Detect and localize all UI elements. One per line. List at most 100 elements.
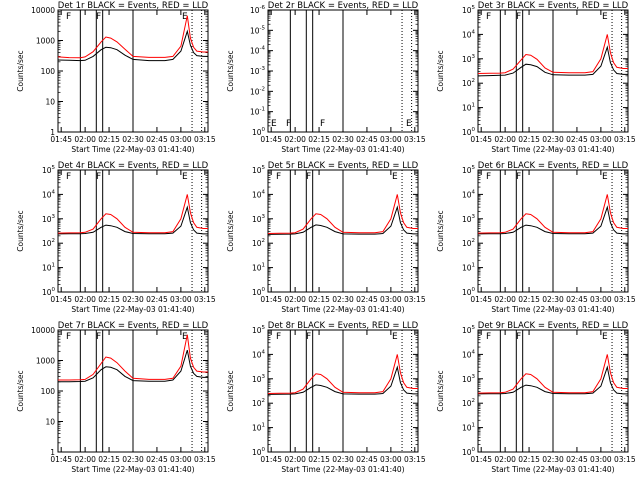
y-tick-label: 10-3 xyxy=(250,66,266,76)
x-tick-label: 02:45 xyxy=(146,455,168,464)
y-tick-label: 100 xyxy=(462,447,476,457)
series-lld-line xyxy=(267,354,418,394)
y-tick-label: 101 xyxy=(462,103,475,113)
series-lld-line xyxy=(477,194,628,234)
x-tick-label: 03:15 xyxy=(614,295,636,304)
panel-title: Det 2r BLACK = Events, RED = LLD xyxy=(268,1,419,11)
y-tick-label: 103 xyxy=(252,374,266,384)
y-tick-label: 101 xyxy=(42,263,55,273)
series-events-line xyxy=(57,29,208,62)
y-tick-label: 100 xyxy=(462,287,476,297)
y-tick-label: 100 xyxy=(41,387,56,396)
interval-marker: E xyxy=(392,172,398,182)
x-tick-label: 03:15 xyxy=(404,295,426,304)
interval-marker: F xyxy=(96,172,101,182)
x-tick-label: 03:15 xyxy=(194,455,216,464)
y-tick-label: 10000 xyxy=(31,6,55,15)
series-events-line xyxy=(477,205,628,235)
y-tick-label: 100 xyxy=(462,127,476,137)
y-tick-label: 10 xyxy=(45,418,55,427)
series-lld-line xyxy=(57,194,208,234)
x-tick-label: 03:00 xyxy=(380,455,402,464)
y-tick-label: 10000 xyxy=(31,326,55,335)
x-tick-label: 01:45 xyxy=(470,455,492,464)
interval-marker: E xyxy=(602,12,608,22)
interval-marker: E xyxy=(182,332,188,342)
x-tick-label: 02:30 xyxy=(122,455,144,464)
x-tick-label: 02:30 xyxy=(122,135,144,144)
interval-marker: F xyxy=(96,12,101,22)
detector-panel: Det 9r BLACK = Events, RED = LLD 100 101 10… xyxy=(436,321,636,474)
y-tick-label: 10-1 xyxy=(250,107,265,117)
x-tick-label: 03:15 xyxy=(194,135,216,144)
y-tick-label: 102 xyxy=(462,78,475,88)
y-tick-label: 101 xyxy=(252,423,265,433)
x-tick-label: 02:15 xyxy=(98,455,120,464)
x-tick-label: 02:30 xyxy=(332,135,354,144)
x-tick-label: 02:00 xyxy=(494,295,516,304)
interval-marker: F xyxy=(66,332,71,342)
x-tick-label: 03:00 xyxy=(380,295,402,304)
interval-marker: F xyxy=(276,172,281,182)
detector-panel: Det 3r BLACK = Events, RED = LLD 100 101 10… xyxy=(436,1,636,154)
x-tick-label: 02:15 xyxy=(518,455,540,464)
interval-marker: E xyxy=(406,119,412,129)
x-tick-label: 02:45 xyxy=(146,135,168,144)
x-tick-label: 03:00 xyxy=(590,135,612,144)
x-tick-label: 01:45 xyxy=(50,295,72,304)
x-tick-label: 02:30 xyxy=(122,295,144,304)
y-tick-label: 104 xyxy=(42,189,56,199)
detector-panel: Det 2r BLACK = Events, RED = LLD 100 10-1 1… xyxy=(226,1,426,154)
y-axis-label: Counts/sec xyxy=(226,210,235,251)
series-lld-line xyxy=(477,34,628,74)
x-tick-label: 03:00 xyxy=(170,135,192,144)
y-tick-label: 104 xyxy=(462,189,476,199)
interval-marker: F xyxy=(276,332,281,342)
y-tick-label: 100 xyxy=(252,127,266,137)
panel-title: Det 9r BLACK = Events, RED = LLD xyxy=(478,321,629,331)
x-tick-label: 02:00 xyxy=(74,455,96,464)
x-tick-label: 03:15 xyxy=(404,135,426,144)
series-events-line xyxy=(57,205,208,235)
y-tick-label: 10-2 xyxy=(250,86,265,96)
y-tick-label: 102 xyxy=(252,238,265,248)
y-tick-label: 100 xyxy=(252,287,266,297)
detector-panel: Det 4r BLACK = Events, RED = LLD 100 101 10… xyxy=(16,161,216,314)
y-axis-label: Counts/sec xyxy=(16,210,25,251)
series-events-line xyxy=(267,205,418,235)
x-tick-label: 02:30 xyxy=(542,295,564,304)
x-tick-label: 03:00 xyxy=(170,295,192,304)
y-tick-label: 1 xyxy=(50,448,55,457)
x-tick-label: 02:15 xyxy=(308,135,330,144)
x-axis-label: Start Time (22-May-03 01:41:40) xyxy=(71,465,194,474)
series-events-line xyxy=(477,45,628,77)
y-tick-label: 104 xyxy=(252,189,266,199)
x-tick-label: 02:00 xyxy=(74,135,96,144)
interval-marker: E xyxy=(271,119,277,129)
series-lld-line xyxy=(58,334,208,381)
x-tick-label: 02:45 xyxy=(356,135,378,144)
y-tick-label: 1000 xyxy=(36,37,55,46)
y-axis-label: Counts/sec xyxy=(16,50,25,91)
detector-panel: Det 6r BLACK = Events, RED = LLD 100 101 10… xyxy=(436,161,636,314)
y-axis-label: Counts/sec xyxy=(436,370,445,411)
y-tick-label: 104 xyxy=(462,349,476,359)
series-events-line xyxy=(58,349,208,383)
series-lld-line xyxy=(267,194,418,234)
y-tick-label: 101 xyxy=(462,423,475,433)
x-tick-label: 02:15 xyxy=(98,295,120,304)
x-tick-label: 01:45 xyxy=(50,455,72,464)
x-tick-label: 02:30 xyxy=(332,295,354,304)
series-events-line xyxy=(477,365,628,395)
interval-marker: F xyxy=(66,12,71,22)
interval-marker: F xyxy=(516,332,521,342)
series-lld-line xyxy=(57,15,208,59)
x-tick-label: 02:15 xyxy=(518,295,540,304)
x-tick-label: 03:00 xyxy=(170,455,192,464)
y-tick-label: 1000 xyxy=(36,357,55,366)
x-tick-label: 02:45 xyxy=(566,455,588,464)
interval-marker: F xyxy=(516,172,521,182)
panel-title: Det 7r BLACK = Events, RED = LLD xyxy=(58,321,209,331)
interval-marker: F xyxy=(486,332,491,342)
